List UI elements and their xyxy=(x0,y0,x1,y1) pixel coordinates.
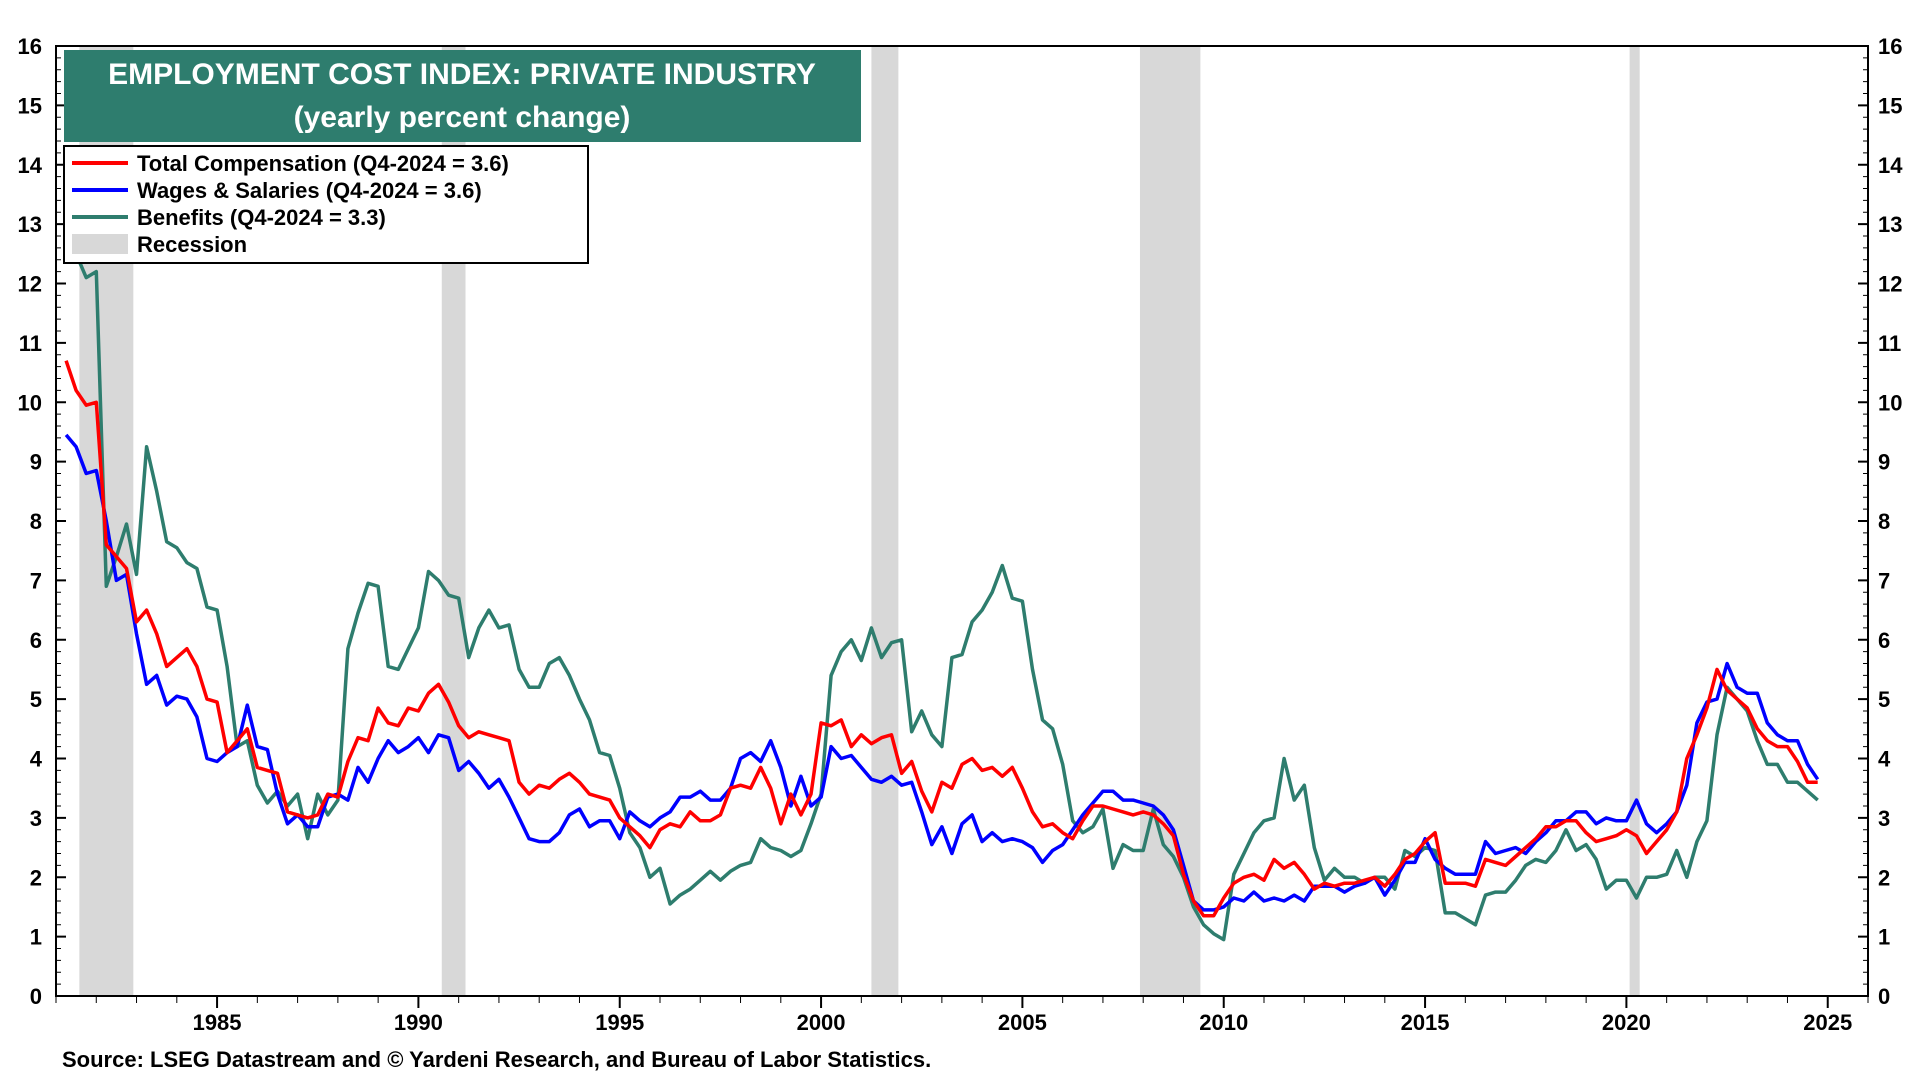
y-tick-label-left: 8 xyxy=(30,509,42,534)
x-tick-label: 1995 xyxy=(595,1010,644,1035)
series-lines xyxy=(64,223,1820,942)
y-tick-label-right: 9 xyxy=(1878,450,1890,475)
y-tick-label-right: 7 xyxy=(1878,568,1890,593)
title-box: EMPLOYMENT COST INDEX: PRIVATE INDUSTRY … xyxy=(64,50,861,142)
y-tick-label-left: 6 xyxy=(30,628,42,653)
y-tick-label-right: 3 xyxy=(1878,806,1890,831)
series-line-0 xyxy=(64,360,1818,918)
legend: Total Compensation (Q4-2024 = 3.6)Wages … xyxy=(63,145,589,264)
recession-bar-3 xyxy=(1139,46,1201,996)
legend-box xyxy=(63,145,589,264)
chart-title: EMPLOYMENT COST INDEX: PRIVATE INDUSTRY xyxy=(108,58,816,91)
y-tick-label-right: 1 xyxy=(1878,925,1890,950)
y-tick-label-right: 12 xyxy=(1878,272,1902,297)
y-tick-label-right: 4 xyxy=(1878,747,1891,772)
title-box-background xyxy=(64,50,861,142)
y-tick-label-right: 15 xyxy=(1878,93,1902,118)
y-tick-label-left: 14 xyxy=(18,153,43,178)
y-tick-label-right: 10 xyxy=(1878,390,1902,415)
y-tick-label-left: 2 xyxy=(30,865,42,890)
y-tick-label-left: 5 xyxy=(30,687,42,712)
y-tick-label-left: 4 xyxy=(30,747,43,772)
y-tick-label-left: 12 xyxy=(18,272,42,297)
recession-bar-2 xyxy=(871,46,899,996)
series-line-1 xyxy=(64,433,1820,912)
y-tick-label-right: 2 xyxy=(1878,865,1890,890)
x-tick-label: 2010 xyxy=(1199,1010,1248,1035)
y-tick-label-left: 16 xyxy=(18,34,42,59)
y-tick-label-right: 8 xyxy=(1878,509,1890,534)
y-tick-label-right: 13 xyxy=(1878,212,1902,237)
x-tick-label: 2015 xyxy=(1401,1010,1450,1035)
recession-bar-4 xyxy=(1629,46,1640,996)
legend-label-0: Total Compensation (Q4-2024 = 3.6) xyxy=(137,151,509,176)
x-tick-label: 2005 xyxy=(998,1010,1047,1035)
chart-subtitle: (yearly percent change) xyxy=(294,101,631,134)
legend-label-1: Wages & Salaries (Q4-2024 = 3.6) xyxy=(137,178,482,203)
y-tick-label-left: 15 xyxy=(18,93,42,118)
y-tick-label-left: 10 xyxy=(18,390,42,415)
x-tick-label: 2020 xyxy=(1602,1010,1651,1035)
recession-bar-1 xyxy=(441,46,466,996)
y-tick-label-right: 14 xyxy=(1878,153,1903,178)
series-line-2 xyxy=(64,223,1819,942)
source-note: Source: LSEG Datastream and © Yardeni Re… xyxy=(62,1047,931,1072)
y-tick-label-left: 1 xyxy=(30,925,42,950)
x-tick-label: 1990 xyxy=(394,1010,443,1035)
y-tick-label-right: 6 xyxy=(1878,628,1890,653)
x-tick-label: 1985 xyxy=(193,1010,242,1035)
legend-swatch-recession xyxy=(72,234,128,254)
y-tick-label-right: 5 xyxy=(1878,687,1890,712)
y-tick-label-left: 0 xyxy=(30,984,42,1009)
legend-label-2: Benefits (Q4-2024 = 3.3) xyxy=(137,205,386,230)
y-tick-label-right: 11 xyxy=(1878,331,1901,356)
x-tick-label: 2025 xyxy=(1803,1010,1852,1035)
y-tick-label-right: 0 xyxy=(1878,984,1890,1009)
y-tick-label-right: 16 xyxy=(1878,34,1902,59)
legend-label-3: Recession xyxy=(137,232,247,257)
y-tick-label-left: 3 xyxy=(30,806,42,831)
y-tick-label-left: 9 xyxy=(30,450,42,475)
y-tick-label-left: 13 xyxy=(18,212,42,237)
y-tick-label-left: 7 xyxy=(30,568,42,593)
y-tick-label-left: 11 xyxy=(19,331,42,356)
x-tick-label: 2000 xyxy=(797,1010,846,1035)
